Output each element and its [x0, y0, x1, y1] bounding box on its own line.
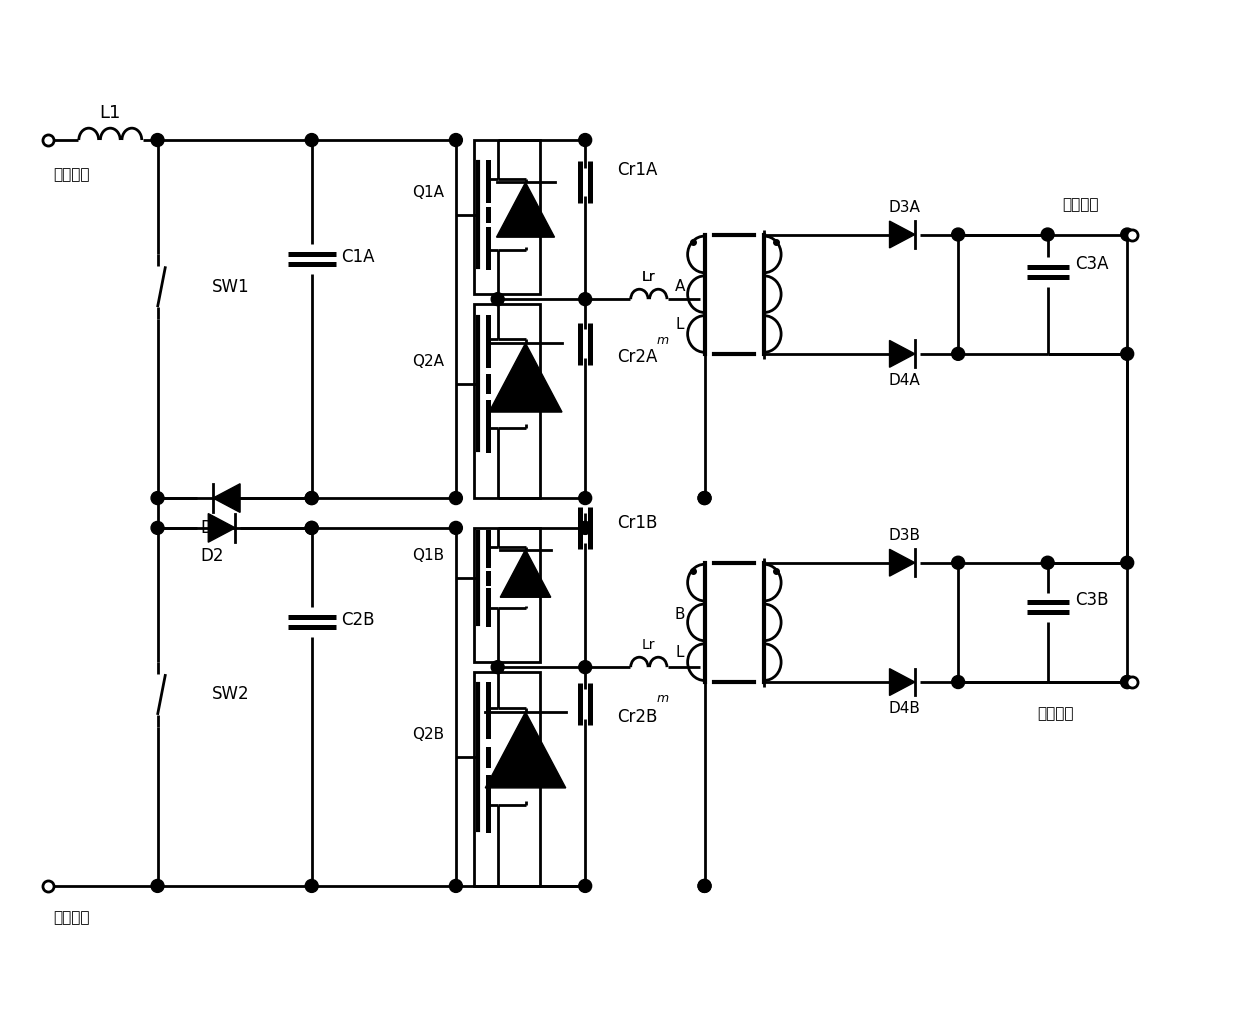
Text: Cr2B: Cr2B [617, 708, 658, 726]
Text: B: B [674, 607, 685, 622]
Polygon shape [497, 182, 555, 237]
Text: Q1A: Q1A [411, 185, 444, 201]
Text: L: L [675, 317, 684, 332]
Circle shape [151, 521, 164, 534]
Polygon shape [890, 669, 914, 695]
Polygon shape [208, 513, 235, 543]
Text: C3B: C3B [1075, 590, 1109, 609]
Circle shape [1121, 676, 1134, 688]
Circle shape [151, 133, 164, 147]
Circle shape [579, 293, 592, 305]
Circle shape [491, 661, 504, 674]
Text: SW2: SW2 [212, 685, 250, 703]
Circle shape [305, 880, 318, 893]
Circle shape [1041, 556, 1054, 569]
Text: C2B: C2B [342, 612, 375, 629]
Circle shape [1121, 556, 1134, 569]
Text: D4B: D4B [888, 701, 921, 717]
Text: 输入负端: 输入负端 [53, 910, 89, 925]
Polygon shape [486, 712, 566, 788]
Circle shape [579, 521, 592, 534]
Text: D1: D1 [201, 519, 224, 536]
Text: m: m [657, 335, 669, 347]
Text: Lr: Lr [642, 638, 655, 653]
Circle shape [1121, 676, 1134, 688]
Bar [473, 528, 540, 662]
Circle shape [151, 880, 164, 893]
Circle shape [1121, 347, 1134, 360]
Text: C1A: C1A [342, 248, 375, 267]
Text: 输出负端: 输出负端 [1038, 706, 1074, 722]
Circle shape [579, 133, 592, 147]
Circle shape [305, 521, 318, 534]
Polygon shape [501, 550, 551, 598]
Circle shape [305, 521, 318, 534]
Circle shape [698, 492, 711, 505]
Text: 输入正端: 输入正端 [53, 167, 89, 182]
Circle shape [952, 228, 965, 241]
Polygon shape [890, 340, 914, 367]
Polygon shape [890, 550, 914, 576]
Circle shape [579, 492, 592, 505]
Text: 输出正端: 输出正端 [1063, 197, 1099, 212]
Circle shape [450, 521, 462, 534]
Text: Q2B: Q2B [411, 727, 444, 742]
Text: Q1B: Q1B [411, 549, 444, 563]
Circle shape [952, 347, 965, 360]
Bar [473, 304, 540, 498]
Circle shape [698, 880, 711, 893]
Text: D3A: D3A [888, 201, 921, 215]
Text: Lr: Lr [642, 270, 655, 284]
Text: L1: L1 [99, 104, 120, 122]
Circle shape [305, 492, 318, 505]
Circle shape [698, 880, 711, 893]
Bar [473, 672, 540, 886]
Text: SW1: SW1 [212, 278, 250, 295]
Polygon shape [890, 221, 914, 248]
Circle shape [305, 133, 318, 147]
Text: Cr2A: Cr2A [617, 348, 658, 365]
Text: A: A [674, 279, 685, 294]
Circle shape [579, 880, 592, 893]
Text: m: m [657, 692, 669, 705]
Text: D2: D2 [201, 547, 224, 565]
Polygon shape [213, 484, 240, 512]
Circle shape [491, 293, 504, 305]
Circle shape [305, 492, 318, 505]
Circle shape [450, 880, 462, 893]
Text: D4A: D4A [888, 374, 921, 388]
Text: D3B: D3B [888, 528, 921, 544]
Circle shape [1121, 228, 1134, 241]
Text: Cr1A: Cr1A [617, 161, 658, 179]
Circle shape [1041, 228, 1054, 241]
Polygon shape [489, 343, 563, 412]
Text: C3A: C3A [1075, 256, 1109, 274]
Bar [473, 140, 540, 294]
Circle shape [952, 676, 965, 688]
Text: Q2A: Q2A [411, 354, 444, 370]
Circle shape [579, 661, 592, 674]
Circle shape [952, 556, 965, 569]
Circle shape [698, 492, 711, 505]
Text: Cr1B: Cr1B [617, 514, 658, 532]
Text: L: L [675, 644, 684, 660]
Circle shape [450, 492, 462, 505]
Circle shape [151, 492, 164, 505]
Circle shape [450, 133, 462, 147]
Text: Lr: Lr [642, 270, 655, 284]
